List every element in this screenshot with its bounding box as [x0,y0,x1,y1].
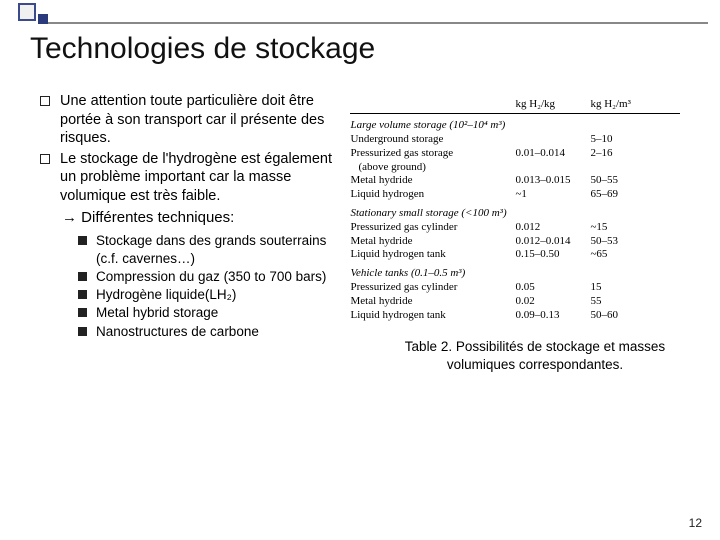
sub-bullet-text: Hydrogène liquide(LH₂) [96,286,236,303]
bullet-text: Une attention toute particulière doit êt… [60,92,340,148]
bullet-marker-icon [40,154,50,164]
sub-bullet-text: Metal hybrid storage [96,304,218,321]
td-label: Liquid hydrogen tank [350,309,515,323]
td-c2: ~65 [590,248,680,262]
sub-bullet-text: Compression du gaz (350 to 700 bars) [96,268,326,285]
td-c2: 50–55 [590,174,680,188]
accent-square-small [38,14,48,24]
text-column: Une attention toute particulière doit êt… [40,92,350,341]
td-c1 [515,133,590,147]
td-c1: 0.05 [515,281,590,295]
bullet-marker-icon [40,96,50,106]
sub-bullet-item: Compression du gaz (350 to 700 bars) [78,268,340,285]
sub-bullet-marker-icon [78,290,87,299]
td-c2: ~15 [590,221,680,235]
td-label: Pressurized gas cylinder [350,221,515,235]
sub-bullet-marker-icon [78,308,87,317]
sub-bullet-marker-icon [78,272,87,281]
td-c1: 0.15–0.50 [515,248,590,262]
table-header-row: kg H₂/kg kg H₂/m³ [350,98,680,114]
table-caption: Table 2. Possibilités de stockage et mas… [370,338,700,373]
td-label: Metal hydride [350,174,515,188]
th-col1: kg H₂/kg [515,98,590,110]
table-row: (above ground) [350,161,680,175]
content-area: Une attention toute particulière doit êt… [40,92,680,341]
td-c1: 0.013–0.015 [515,174,590,188]
accent-rule [48,22,708,24]
td-c1 [515,161,590,175]
td-label: Pressurized gas cylinder [350,281,515,295]
storage-table: kg H₂/kg kg H₂/m³ Large volume storage (… [350,98,680,322]
table-row: Liquid hydrogen ~1 65–69 [350,188,680,202]
sub-bullet-marker-icon [78,327,87,336]
td-label: Metal hydride [350,235,515,249]
td-c2: 50–53 [590,235,680,249]
sub-bullet-text: Stockage dans des grands souterrains (c.… [96,232,340,267]
sub-bullet-item: Metal hybrid storage [78,304,340,321]
sub-bullet-item: Stockage dans des grands souterrains (c.… [78,232,340,267]
td-c1: 0.01–0.014 [515,147,590,161]
table-column: kg H₂/kg kg H₂/m³ Large volume storage (… [350,92,680,341]
td-c2: 55 [590,295,680,309]
td-c1: 0.012 [515,221,590,235]
bullet-text: Le stockage de l'hydrogène est également… [60,150,340,206]
td-c1: 0.02 [515,295,590,309]
accent-square-large [18,3,36,21]
table-section-title: Stationary small storage (<100 m³) [350,207,680,219]
td-label: Pressurized gas storage [350,147,515,161]
slide-title: Technologies de stockage [30,32,375,66]
td-c2: 2–16 [590,147,680,161]
sub-bullet-item: Nanostructures de carbone [78,323,340,340]
th-col2: kg H₂/m³ [590,98,680,110]
table-row: Liquid hydrogen tank 0.15–0.50 ~65 [350,248,680,262]
th-empty [350,98,515,110]
table-row: Metal hydride 0.013–0.015 50–55 [350,174,680,188]
table-row: Pressurized gas storage 0.01–0.014 2–16 [350,147,680,161]
td-label: Liquid hydrogen [350,188,515,202]
td-c2 [590,161,680,175]
page-number: 12 [689,516,702,530]
td-c2: 15 [590,281,680,295]
td-label: Underground storage [350,133,515,147]
td-c2: 5–10 [590,133,680,147]
sub-bullet-marker-icon [78,236,87,245]
td-label-indent: (above ground) [350,161,515,175]
td-c1: ~1 [515,188,590,202]
table-row: Metal hydride 0.012–0.014 50–53 [350,235,680,249]
td-c2: 50–60 [590,309,680,323]
td-c1: 0.012–0.014 [515,235,590,249]
table-row: Pressurized gas cylinder 0.05 15 [350,281,680,295]
table-section-title: Large volume storage (10²–10⁴ m³) [350,119,680,131]
td-label: Metal hydride [350,295,515,309]
bullet-item: Le stockage de l'hydrogène est également… [40,150,340,206]
td-c1: 0.09–0.13 [515,309,590,323]
table-row: Underground storage 5–10 [350,133,680,147]
table-row: Liquid hydrogen tank 0.09–0.13 50–60 [350,309,680,323]
slide-accent [0,0,720,20]
sub-bullet-text: Nanostructures de carbone [96,323,259,340]
sub-bullet-item: Hydrogène liquide(LH₂) [78,286,340,303]
td-label: Liquid hydrogen tank [350,248,515,262]
arrow-line: → Différentes techniques: [62,209,340,226]
table-section-title: Vehicle tanks (0.1–0.5 m³) [350,267,680,279]
table-row: Metal hydride 0.02 55 [350,295,680,309]
bullet-item: Une attention toute particulière doit êt… [40,92,340,148]
td-c2: 65–69 [590,188,680,202]
table-row: Pressurized gas cylinder 0.012 ~15 [350,221,680,235]
